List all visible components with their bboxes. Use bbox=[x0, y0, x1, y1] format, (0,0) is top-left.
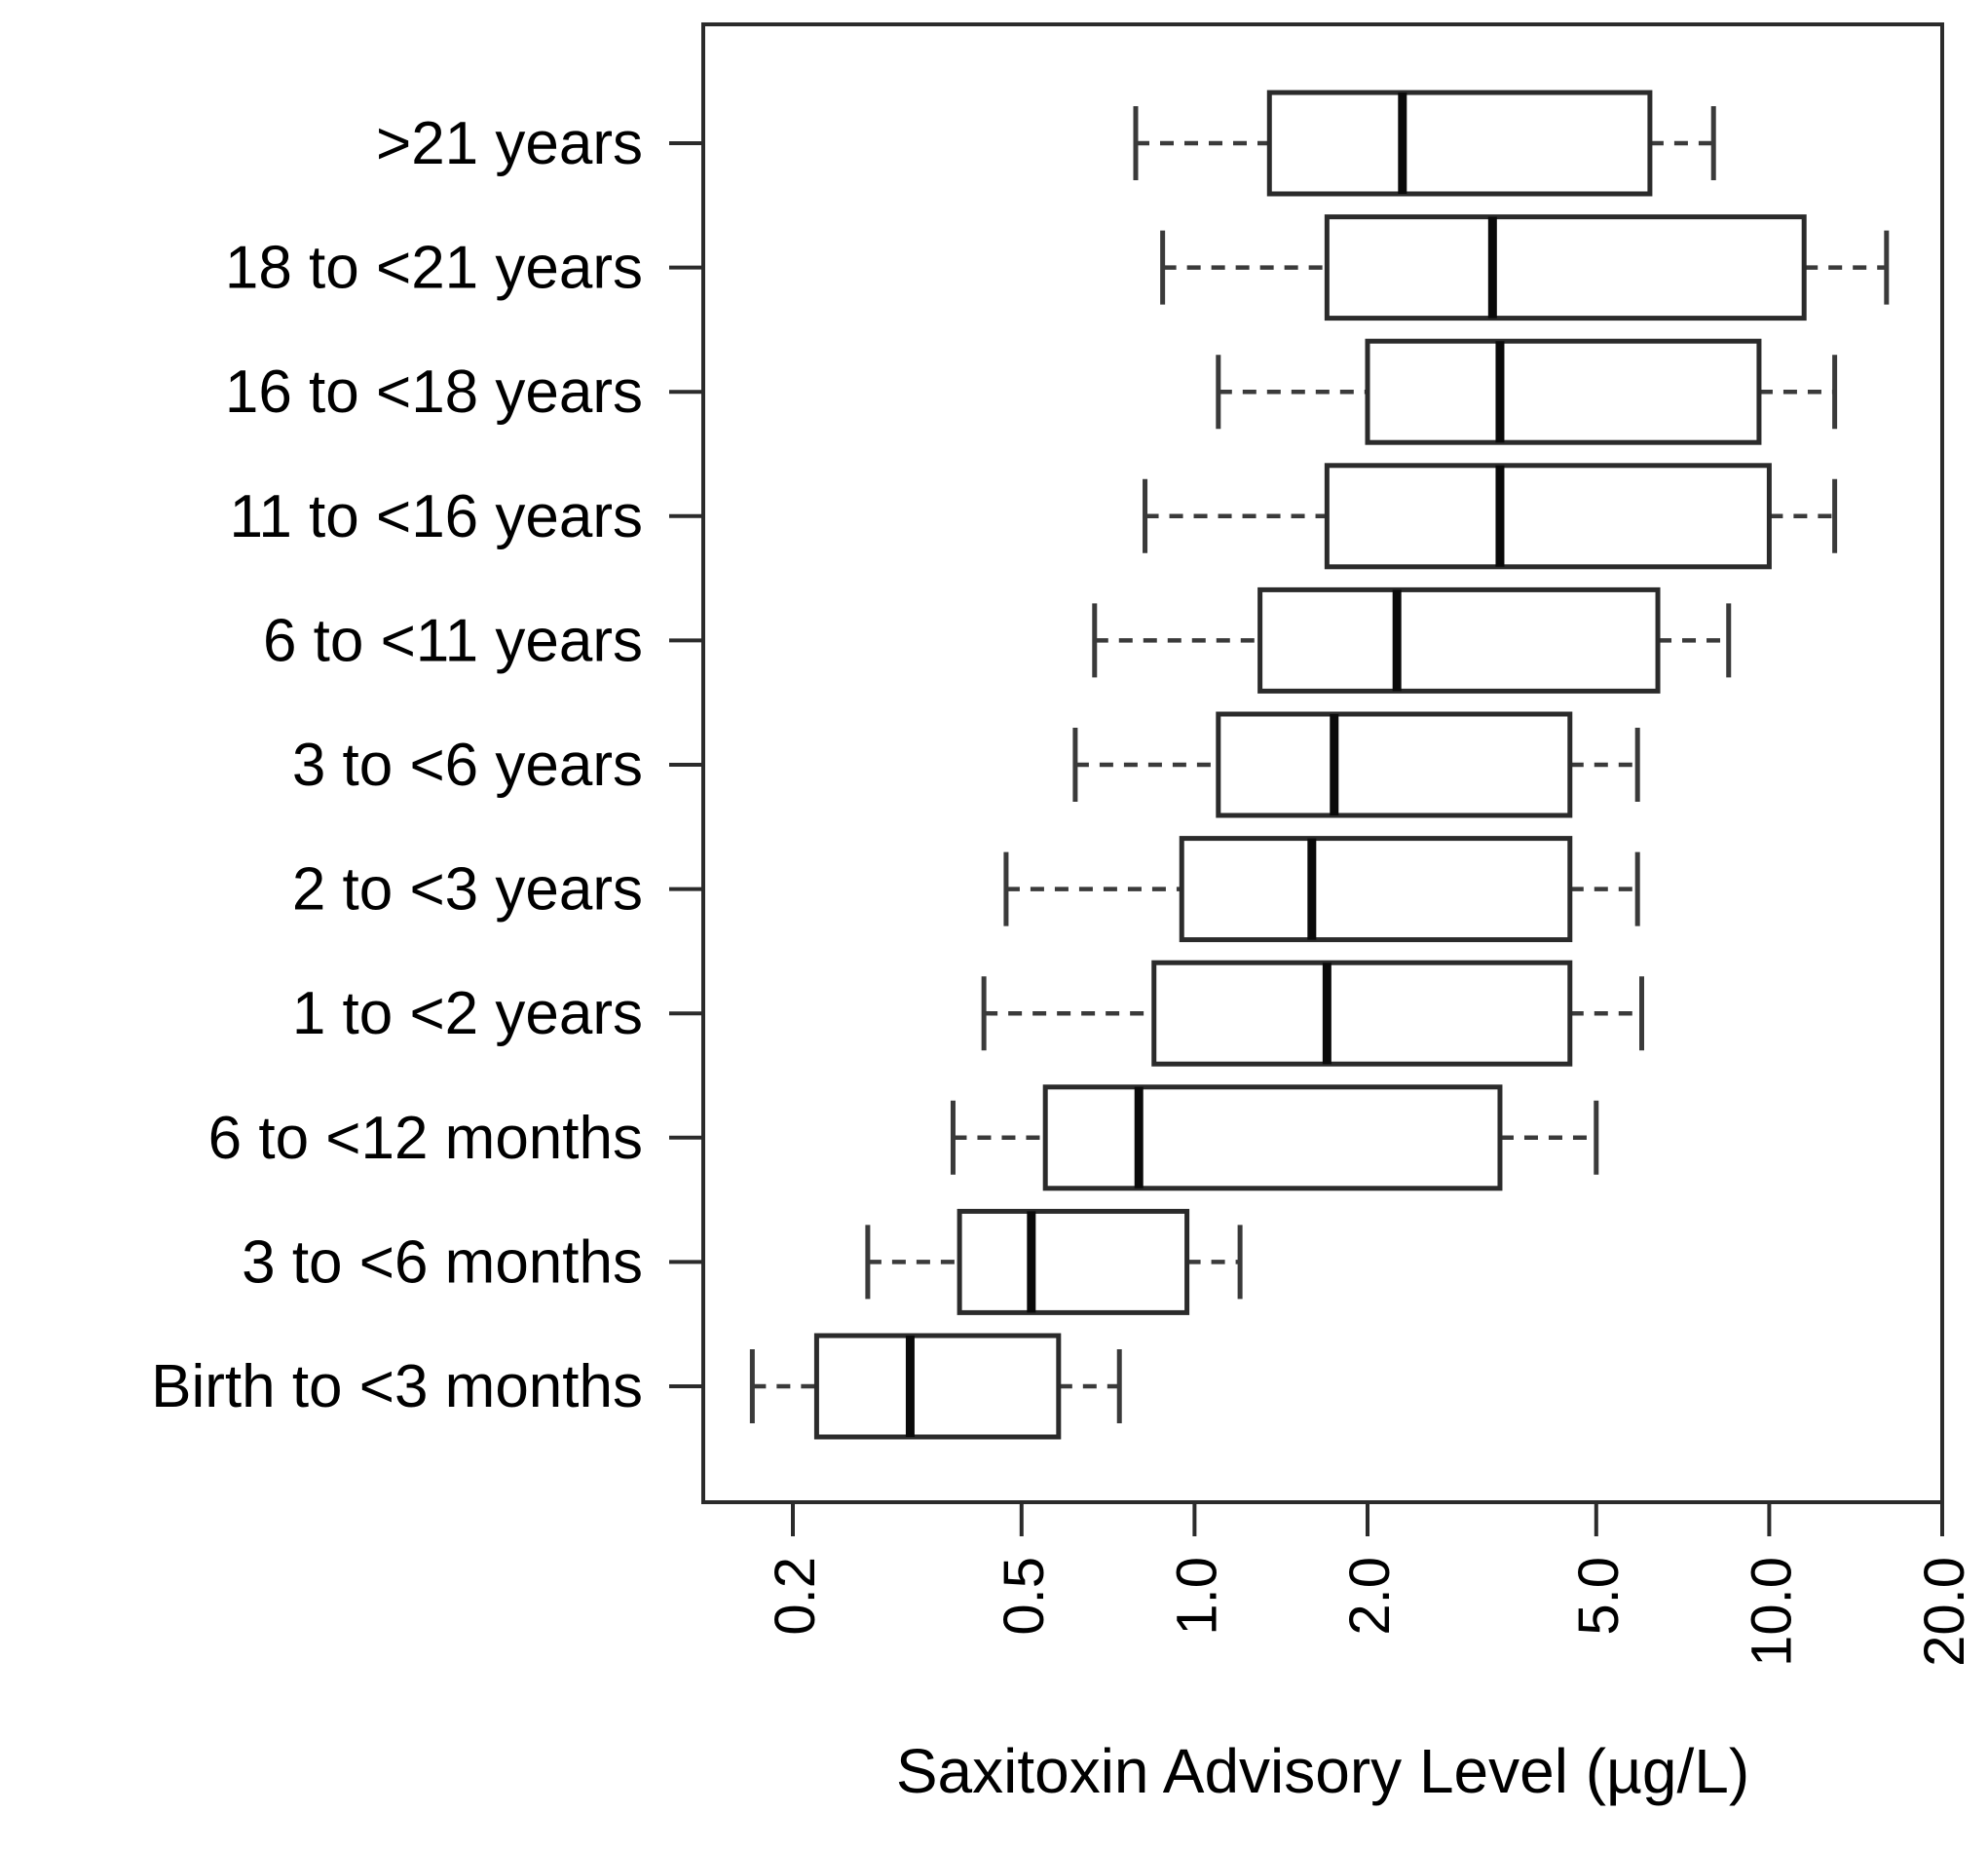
y-category-label: 1 to <2 years bbox=[292, 980, 643, 1047]
x-tick-label: 1.0 bbox=[1165, 1557, 1228, 1636]
y-category-label: 18 to <21 years bbox=[225, 235, 643, 302]
iqr-box bbox=[1151, 960, 1573, 1067]
iqr-box bbox=[1266, 90, 1653, 197]
iqr-box bbox=[1179, 836, 1573, 943]
x-tick-label: 2.0 bbox=[1338, 1557, 1402, 1636]
iqr-box bbox=[1324, 463, 1772, 570]
y-category-label: 16 to <18 years bbox=[225, 359, 643, 426]
x-tick-label: 10.0 bbox=[1740, 1557, 1803, 1667]
plot-area: 0.2 0.5 1.0 2.0 5.0 10.0 20.0 >21 years 18 to <2… bbox=[151, 22, 1976, 1667]
y-category-label: 3 to <6 years bbox=[292, 732, 643, 799]
y-category-label: 6 to <11 years bbox=[263, 607, 643, 674]
y-category-label: 3 to <6 months bbox=[242, 1228, 643, 1296]
y-category-label: >21 years bbox=[376, 110, 643, 177]
x-tick-label: 0.2 bbox=[764, 1557, 827, 1636]
iqr-box bbox=[813, 1333, 1062, 1440]
iqr-box bbox=[956, 1208, 1190, 1315]
x-tick-label: 20.0 bbox=[1913, 1557, 1976, 1667]
x-axis-title: Saxitoxin Advisory Level (µg/L) bbox=[896, 1736, 1749, 1806]
iqr-box bbox=[1324, 214, 1807, 321]
x-tick-label: 5.0 bbox=[1567, 1557, 1631, 1636]
y-category-label: 2 to <3 years bbox=[292, 856, 643, 924]
iqr-box bbox=[1365, 338, 1762, 445]
iqr-box bbox=[1257, 586, 1661, 694]
y-category-label: 6 to <12 months bbox=[208, 1105, 643, 1172]
x-tick-label: 0.5 bbox=[993, 1557, 1056, 1636]
y-category-label: 11 to <16 years bbox=[229, 483, 643, 550]
iqr-box bbox=[1042, 1084, 1503, 1191]
iqr-box bbox=[1216, 711, 1573, 818]
y-category-label: Birth to <3 months bbox=[151, 1353, 643, 1420]
